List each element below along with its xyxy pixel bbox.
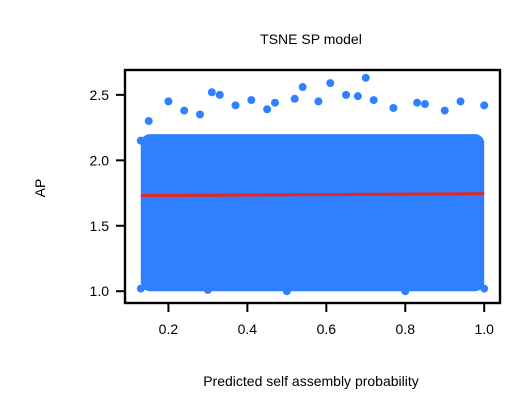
x-tick-label: 1.0 bbox=[474, 321, 494, 337]
x-tick-label: 0.2 bbox=[159, 321, 179, 337]
scatter-point bbox=[314, 97, 323, 106]
scatter-point bbox=[215, 90, 224, 99]
y-tick-label: 2.0 bbox=[90, 152, 110, 168]
scatter-point bbox=[282, 287, 291, 296]
scatter-point bbox=[456, 97, 465, 106]
scatter-point bbox=[164, 97, 173, 106]
y-tick-label: 1.0 bbox=[90, 283, 110, 299]
scatter-point bbox=[361, 73, 370, 82]
x-axis-label: Predicted self assembly probability bbox=[203, 373, 419, 389]
scatter-point bbox=[413, 98, 422, 107]
scatter-point bbox=[144, 117, 153, 126]
scatter-point bbox=[290, 94, 299, 103]
axes-frame bbox=[123, 68, 502, 305]
y-axis-ticks: 1.0 1.5 2.0 2.5 bbox=[90, 87, 125, 299]
scatter-point bbox=[480, 284, 489, 293]
scatter-point bbox=[203, 285, 212, 294]
scatter-point bbox=[271, 98, 279, 107]
points-layer bbox=[136, 73, 489, 296]
y-tick-label: 1.5 bbox=[90, 218, 110, 234]
scatter-point bbox=[136, 136, 145, 145]
scatter-point bbox=[353, 92, 362, 101]
y-axis-label: AP bbox=[32, 179, 48, 198]
dense-point-cloud bbox=[140, 134, 485, 292]
scatter-point bbox=[298, 83, 307, 92]
plot-area bbox=[136, 73, 489, 296]
x-axis-ticks: 0.2 0.4 0.6 0.8 1.0 bbox=[159, 303, 494, 337]
scatter-point bbox=[440, 106, 449, 115]
scatter-point bbox=[247, 96, 256, 105]
trend-line bbox=[140, 192, 485, 198]
chart-title: TSNE SP model bbox=[260, 31, 362, 47]
x-tick-label: 0.4 bbox=[238, 321, 258, 337]
x-tick-label: 0.6 bbox=[317, 321, 337, 337]
scatter-point bbox=[421, 100, 429, 109]
scatter-point bbox=[401, 287, 410, 296]
scatter-point bbox=[207, 88, 216, 97]
scatter-point bbox=[263, 105, 272, 114]
scatter-point bbox=[136, 284, 145, 293]
scatter-point bbox=[231, 101, 240, 110]
scatter-point bbox=[480, 101, 489, 110]
scatter-point bbox=[389, 103, 398, 112]
scatter-point bbox=[326, 79, 335, 88]
scatter-point bbox=[369, 96, 378, 105]
scatter-point bbox=[180, 106, 189, 115]
x-tick-label: 0.8 bbox=[396, 321, 416, 337]
scatter-point bbox=[342, 90, 351, 99]
scatter-point bbox=[196, 110, 204, 119]
y-tick-label: 2.5 bbox=[90, 87, 110, 103]
